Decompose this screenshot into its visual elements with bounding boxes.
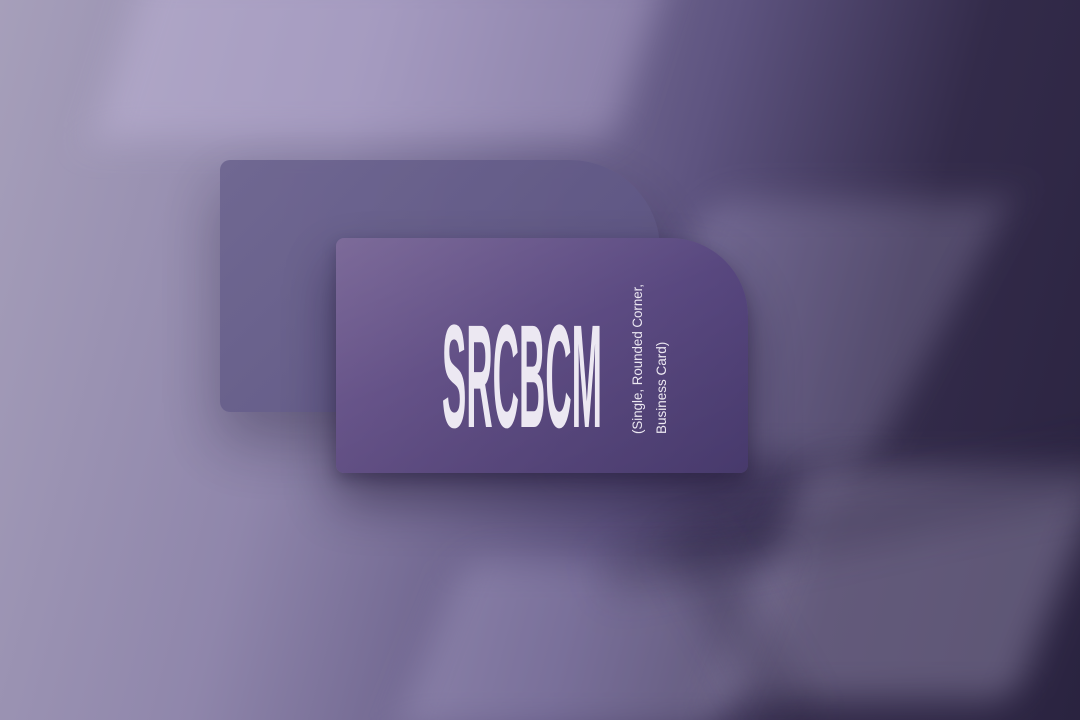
- card-sheen: [336, 238, 748, 473]
- subtitle-line-1: (Single, Rounded Corner,: [630, 284, 645, 434]
- logo-text: SRCBCM: [442, 295, 602, 432]
- business-card-front: SRCBCM (Single, Rounded Corner, Business…: [336, 238, 748, 473]
- card-subtitle: (Single, Rounded Corner, Business Card): [630, 284, 669, 434]
- window-light-top: [92, 0, 668, 140]
- subtitle-line-2: Business Card): [654, 342, 669, 434]
- card-logo: SRCBCM: [442, 295, 602, 432]
